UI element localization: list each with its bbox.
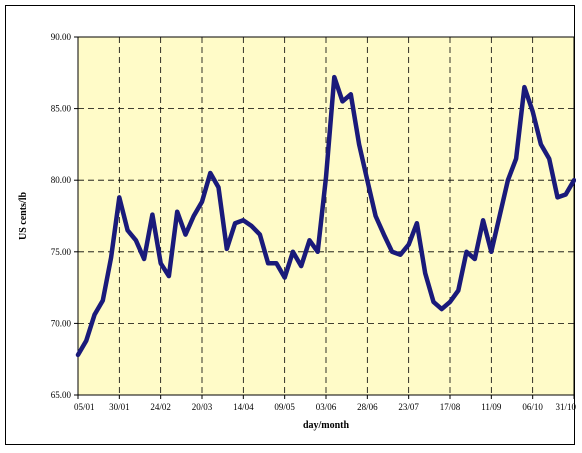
y-tick-label: 80.00: [51, 175, 72, 185]
y-axis-title: US cents/lb: [18, 192, 29, 241]
x-tick-label: 31/10: [555, 402, 576, 412]
x-tick-label: 23/07: [398, 402, 419, 412]
x-tick-label: 20/03: [192, 402, 213, 412]
x-tick-label: 06/10: [522, 402, 543, 412]
line-chart: 65.00 70.00 75.00 80.00 85.00 90.00 05/01 30/0…: [18, 32, 576, 431]
y-tick-label: 90.00: [51, 32, 72, 42]
x-tick-label: 24/02: [150, 402, 171, 412]
x-tick-label: 30/01: [109, 402, 130, 412]
x-tick-label: 11/09: [481, 402, 502, 412]
y-tick-label: 75.00: [51, 247, 72, 257]
y-axis-ticks: 65.00 70.00 75.00 80.00 85.00 90.00: [51, 32, 78, 400]
x-tick-label: 14/04: [233, 402, 254, 412]
x-tick-label: 05/01: [74, 402, 95, 412]
y-tick-label: 85.00: [51, 104, 72, 114]
x-tick-label: 09/05: [274, 402, 295, 412]
x-axis-ticks: 05/01 30/01 24/02 20/03 14/04 09/05 03/06 28/06…: [74, 395, 576, 412]
x-tick-label: 03/06: [316, 402, 337, 412]
price-series-line: [75, 74, 576, 358]
y-tick-label: 70.00: [51, 318, 72, 328]
x-tick-label: 17/08: [440, 402, 461, 412]
chart-frame: 65.00 70.00 75.00 80.00 85.00 90.00 05/01 30/0…: [5, 5, 576, 445]
plot-area: [77, 36, 575, 396]
x-axis-title: day/month: [303, 420, 350, 431]
x-tick-label: 28/06: [357, 402, 378, 412]
y-tick-label: 65.00: [51, 390, 72, 400]
